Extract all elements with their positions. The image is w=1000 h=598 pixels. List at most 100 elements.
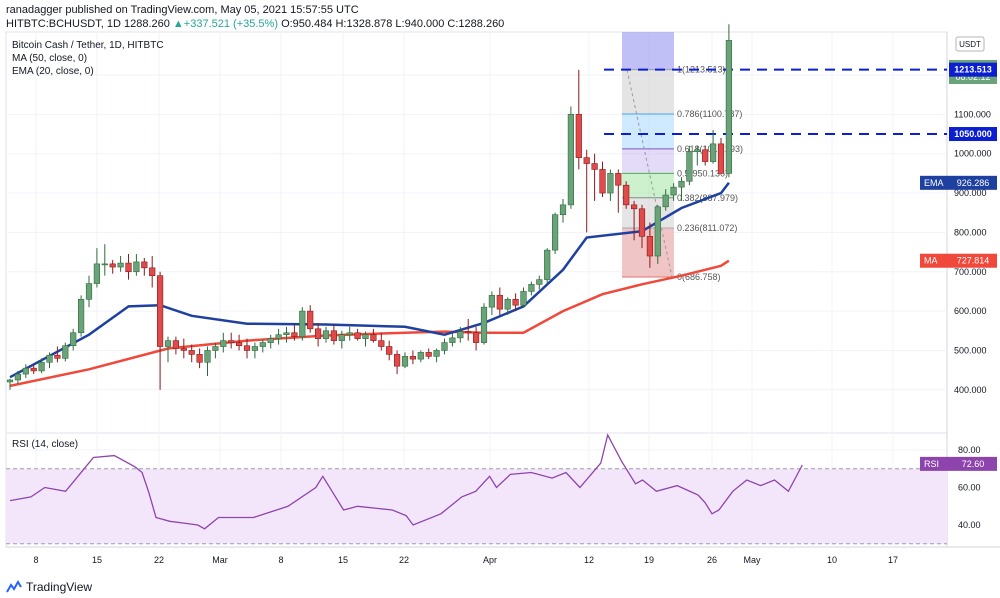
candle-body <box>291 332 298 337</box>
candle-body <box>346 332 353 336</box>
candle-body <box>117 262 124 268</box>
candle-body <box>488 295 496 308</box>
date-tick-label: 8 <box>33 555 38 565</box>
date-tick-label: 8 <box>278 555 283 565</box>
fib-label: 1(1213.513) <box>677 65 726 75</box>
candle-body <box>670 186 677 196</box>
tradingview-logo-icon <box>6 580 22 593</box>
rsi-badge-value: 72.60 <box>962 459 985 469</box>
candle-body <box>520 291 527 306</box>
candle-body <box>149 267 156 276</box>
candle-body <box>54 354 61 359</box>
last-price: 1288.260 <box>123 18 170 30</box>
candle-body <box>267 338 274 343</box>
tradingview-logo[interactable]: TradingView <box>6 578 92 596</box>
candle-body <box>14 373 21 381</box>
candle-body <box>212 346 219 351</box>
candle-body <box>465 331 472 334</box>
candle-body <box>164 340 172 347</box>
price-tick-label: 600.000 <box>954 306 987 316</box>
candle-body <box>694 149 701 153</box>
date-tick-label: May <box>743 555 761 565</box>
candle-body <box>472 332 480 343</box>
price-tick-label: 1100.000 <box>954 109 991 119</box>
candle-body <box>599 169 606 194</box>
fib-zone <box>622 69 674 115</box>
ema-badge-bg <box>920 175 997 190</box>
candle-body <box>70 332 77 347</box>
candle-body <box>180 348 187 351</box>
ma-badge-label: MA <box>924 256 938 266</box>
candle-body <box>141 261 148 269</box>
date-tick-label: 22 <box>399 555 409 565</box>
candle-body <box>662 194 669 208</box>
candle-body <box>623 184 630 206</box>
price-tick-label: 1000.000 <box>954 149 992 159</box>
candle-body <box>338 334 345 341</box>
fib-zone <box>622 114 674 149</box>
ohlc-values: O:950.484 H:1328.878 L:940.000 C:1288.26… <box>281 18 505 30</box>
fib-label: 0(686.758) <box>677 272 721 282</box>
candle-body <box>46 354 53 363</box>
ema-badge-value: 926.286 <box>957 178 990 188</box>
candle-body <box>275 334 282 339</box>
candle-body <box>236 342 243 347</box>
level-1050-badge-bg <box>949 127 997 142</box>
date-tick-label: 15 <box>92 555 102 565</box>
candle-body <box>314 328 322 339</box>
candle-body <box>196 354 203 363</box>
candle-body <box>725 40 732 174</box>
candle-body <box>393 354 401 367</box>
candle-body <box>330 330 338 341</box>
candle-body <box>299 310 306 337</box>
candle-body <box>630 204 638 210</box>
candle-body <box>686 151 693 182</box>
level-1050-badge: 1050.000 <box>954 129 992 139</box>
level-1213-badge: 1213.513 <box>954 65 992 75</box>
candle-body <box>188 350 195 355</box>
candle-body <box>575 114 582 158</box>
fib-label: 0.236(811.072) <box>677 223 737 233</box>
candle-body <box>638 208 646 237</box>
date-tick-label: 17 <box>888 555 898 565</box>
price-tick-label: 900.000 <box>954 188 987 198</box>
candle-body <box>536 279 543 285</box>
level-1213-badge-bg <box>949 62 997 77</box>
price-change: ▲+337.521 (+35.5%) <box>172 18 278 30</box>
candle-body <box>480 306 488 343</box>
rsi-badge-label: RSI <box>924 459 939 469</box>
ema-badge-label: EMA <box>924 178 944 188</box>
candle-body <box>322 330 330 339</box>
fib-label: 0.786(1100.787) <box>677 109 742 119</box>
candle-body <box>259 342 266 347</box>
candle-body <box>354 332 361 339</box>
candle-body <box>38 361 45 372</box>
candle-body <box>243 345 251 351</box>
candle-body <box>496 295 503 310</box>
rsi-band <box>6 468 947 544</box>
candle-body <box>370 334 377 341</box>
candle-body <box>85 283 93 300</box>
candle-body <box>30 367 37 372</box>
date-tick-label: 22 <box>154 555 164 565</box>
rsi-tick-label: 60.00 <box>958 483 981 493</box>
rsi-legend: RSI (14, close) <box>12 439 78 450</box>
date-tick-label: 10 <box>827 555 837 565</box>
rsi-tick-label: 40.00 <box>958 520 981 530</box>
symbol: HITBTC:BCHUSDT, 1D <box>6 18 121 30</box>
date-tick-label: 12 <box>584 555 594 565</box>
candle-body <box>441 342 448 351</box>
candle-body <box>702 149 709 162</box>
candle-body <box>109 263 116 268</box>
currency-box[interactable] <box>955 36 985 52</box>
top-bar: ranadagger published on TradingView.com,… <box>0 0 1000 34</box>
candle-body <box>93 263 100 284</box>
candle-body <box>204 350 211 363</box>
chart-title: Bitcoin Cash / Tether, 1D, HITBTC <box>12 40 164 51</box>
fib-trend-line <box>626 69 673 277</box>
candle-body <box>6 379 14 383</box>
candle-body <box>157 275 164 347</box>
candle-body <box>528 284 535 292</box>
ma-legend: MA (50, close, 0) <box>12 53 87 64</box>
